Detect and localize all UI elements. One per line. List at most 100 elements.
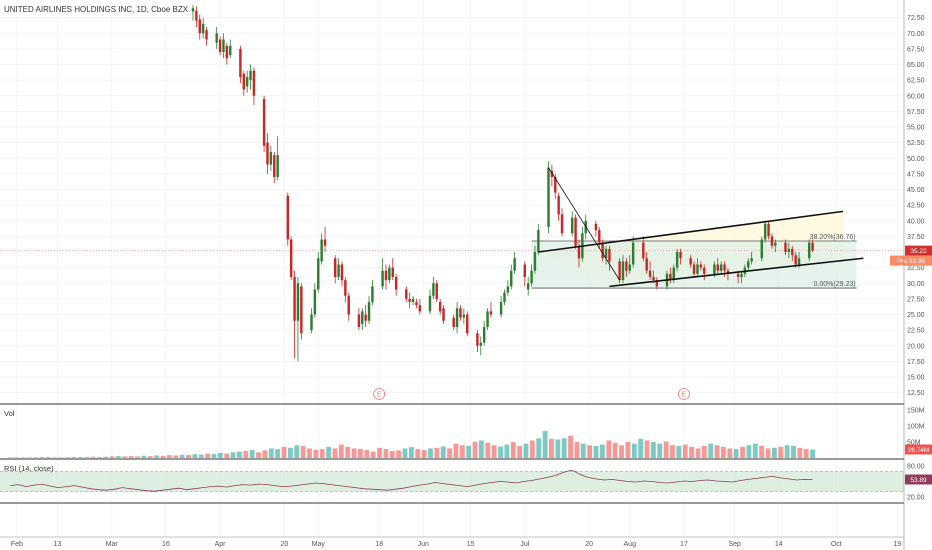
- volume-bar: [307, 448, 312, 458]
- candle-body: [486, 311, 489, 327]
- time-tick-label: Aug: [624, 541, 637, 548]
- price-tick-label: 45.00: [907, 187, 925, 194]
- volume-bar: [434, 447, 440, 458]
- price-tick-label: 15.00: [907, 375, 925, 382]
- volume-bar: [721, 446, 726, 458]
- candle-body: [604, 248, 608, 259]
- volume-bar: [708, 443, 714, 458]
- candle-body: [526, 283, 530, 290]
- candle: [320, 233, 323, 265]
- time-tick-label: 19: [893, 541, 901, 548]
- volume-bar: [580, 443, 586, 458]
- volume-bar: [498, 446, 503, 458]
- candle-body: [415, 302, 418, 306]
- volume-bar: [103, 456, 109, 458]
- rsi-tick-label: 80.00: [907, 464, 925, 471]
- candle-body: [679, 252, 682, 259]
- candle: [408, 292, 411, 309]
- candle-body: [310, 314, 313, 331]
- volume-bar: [459, 445, 465, 458]
- candle: [645, 252, 648, 274]
- candle-body: [313, 289, 317, 315]
- last-price-tag: [905, 245, 932, 256]
- candle: [432, 277, 435, 299]
- volume-bar: [510, 442, 516, 458]
- volume-bar: [192, 454, 198, 458]
- candle: [513, 252, 516, 274]
- candle: [740, 270, 743, 284]
- candle: [763, 220, 767, 243]
- trendline[interactable]: [548, 167, 620, 281]
- volume-bar: [268, 448, 274, 458]
- candle: [384, 264, 388, 290]
- candle: [411, 295, 415, 306]
- candle: [229, 39, 232, 59]
- volume-bar: [574, 442, 580, 458]
- candle-body: [672, 267, 675, 281]
- candle: [242, 70, 245, 96]
- candle-body: [716, 264, 720, 271]
- candle-body: [482, 327, 486, 343]
- price-axis[interactable]: 72.50 70.00 67.50 65.00 62.50 60.00 57.50 55.00…: [890, 15, 932, 397]
- earnings-mark[interactable]: [373, 388, 386, 400]
- volume-bar: [733, 449, 739, 458]
- volume-bar: [326, 446, 332, 458]
- volume-bar: [58, 457, 64, 458]
- volume-bar: [173, 455, 179, 458]
- volume-tick-label: 50M: [907, 440, 921, 447]
- volume-bar: [542, 430, 548, 458]
- candle: [286, 192, 290, 246]
- volume-bar: [765, 448, 771, 458]
- volume-bar: [759, 445, 765, 458]
- candle-body: [408, 298, 411, 302]
- candle: [391, 258, 394, 281]
- time-tick-label: 16: [162, 541, 170, 548]
- trendline[interactable]: [538, 210, 844, 253]
- candle-body: [594, 223, 598, 231]
- time-axis[interactable]: Feb 13 Mar 16 Apr 20 May 18 Jun 15 Jul 20 Aug 17 Sep 14…: [11, 541, 901, 548]
- candle-body: [333, 258, 337, 277]
- candle: [550, 164, 554, 187]
- time-tick-label: 13: [54, 541, 62, 548]
- candle-body: [557, 195, 560, 215]
- volume-bar: [364, 450, 370, 458]
- volume-bar: [383, 449, 389, 458]
- candle: [692, 261, 696, 277]
- candle: [459, 305, 462, 321]
- rsi-title: RSI (14, close): [4, 464, 54, 473]
- candle: [747, 258, 750, 271]
- candle: [784, 239, 787, 256]
- candle-body: [533, 252, 537, 271]
- price-tick-label: 72.50: [907, 15, 925, 22]
- volume-bar: [217, 452, 223, 458]
- price-tick-label: 27.50: [907, 296, 925, 303]
- volume-bar: [135, 456, 140, 458]
- volume-bar: [727, 448, 733, 458]
- price-tick-label: 62.50: [907, 78, 925, 85]
- volume-bar: [587, 445, 593, 458]
- candle-body: [418, 305, 422, 312]
- candle-body: [713, 264, 716, 274]
- volume-bar: [128, 456, 134, 458]
- candle: [774, 239, 777, 252]
- candle: [631, 236, 635, 268]
- volume-bar: [453, 443, 459, 458]
- candle-body: [787, 248, 791, 252]
- trendline[interactable]: [609, 257, 864, 288]
- candle: [273, 152, 276, 184]
- candle-body: [791, 248, 794, 256]
- candle: [618, 258, 621, 284]
- candle: [438, 298, 442, 315]
- candle: [249, 64, 252, 90]
- candle-body: [269, 152, 273, 165]
- price-tick-label: 67.50: [907, 46, 925, 53]
- candle-body: [760, 239, 764, 259]
- volume-bar: [141, 455, 147, 458]
- candle: [415, 298, 418, 309]
- volume-bar: [205, 453, 210, 458]
- candle: [476, 330, 479, 352]
- earnings-mark[interactable]: [678, 388, 690, 400]
- volume-last-label: 26.74M: [908, 447, 930, 454]
- volume-bar: [211, 453, 217, 458]
